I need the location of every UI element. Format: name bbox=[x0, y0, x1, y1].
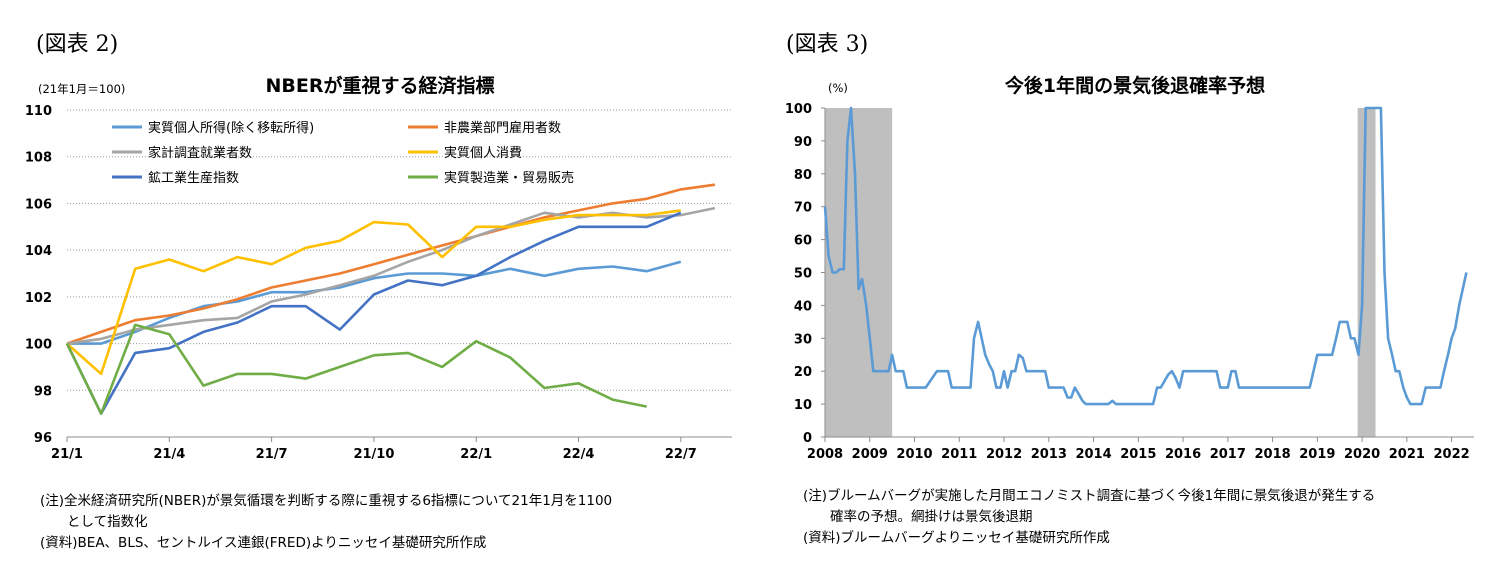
chart1-x-tick-label: 21/7 bbox=[256, 447, 288, 462]
chart1-unit-label: (21年1月＝100) bbox=[38, 82, 125, 96]
figure-2-note-line: として指数化 bbox=[40, 514, 148, 530]
chart2-x-tick-label: 2022 bbox=[1434, 447, 1470, 462]
chart2-x-tick-label: 2014 bbox=[1075, 447, 1111, 462]
chart1-legend-label: 実質製造業・貿易販売 bbox=[444, 170, 574, 186]
chart2-x-tick-label: 2015 bbox=[1120, 447, 1156, 462]
chart2-y-tick-label: 70 bbox=[794, 201, 812, 216]
chart2-x-tick-label: 2011 bbox=[941, 447, 977, 462]
chart1-legend-label: 実質個人消費 bbox=[444, 145, 522, 161]
chart1-y-tick-label: 108 bbox=[25, 151, 52, 166]
chart1-title: NBERが重視する経済指標 bbox=[266, 74, 495, 97]
chart2-x-tick-label: 2008 bbox=[807, 447, 843, 462]
chart1-series-line bbox=[66, 209, 681, 376]
chart1-x-tick-label: 21/4 bbox=[153, 447, 185, 462]
chart2-y-tick-label: 100 bbox=[785, 102, 812, 117]
chart2-x-tick-label: 2013 bbox=[1031, 447, 1067, 462]
chart2-unit-label: (%) bbox=[828, 81, 848, 95]
chart1-series-line bbox=[66, 183, 716, 345]
chart2-y-tick-label: 0 bbox=[803, 431, 812, 446]
figure-3-label: (図表 3) bbox=[786, 32, 869, 57]
chart2-y-tick-label: 10 bbox=[794, 398, 812, 413]
chart1-series-line bbox=[66, 206, 716, 345]
chart2-y-tick-label: 90 bbox=[794, 135, 812, 150]
chart2-x-tick-label: 2021 bbox=[1389, 447, 1425, 462]
chart1-y-tick-label: 106 bbox=[25, 197, 52, 212]
chart2-y-tick-label: 40 bbox=[794, 299, 812, 314]
chart1-y-tick-label: 100 bbox=[25, 338, 52, 353]
chart2-x-tick-label: 2010 bbox=[896, 447, 932, 462]
chart2-title: 今後1年間の景気後退確率予想 bbox=[1004, 74, 1265, 97]
chart2-recession-shading bbox=[1357, 108, 1376, 437]
chart1-legend-label: 非農業部門雇用者数 bbox=[444, 120, 561, 136]
chart1-legend-label: 家計調査就業者数 bbox=[148, 145, 252, 161]
figure-2-note-line: (注)全米経済研究所(NBER)が景気循環を判断する際に重視する6指標について2… bbox=[40, 493, 613, 509]
chart2-x-tick-label: 2009 bbox=[852, 447, 888, 462]
chart2-x-tick-label: 2012 bbox=[986, 447, 1022, 462]
chart1-x-tick-label: 22/4 bbox=[563, 447, 595, 462]
figure-3-note-line: (注)ブルームバーグが実施した月間エコノミスト調査に基づく今後1年間に景気後退が… bbox=[803, 488, 1376, 504]
chart1-y-tick-label: 98 bbox=[34, 384, 52, 399]
figure-3-note-line: (資料)ブルームバーグよりニッセイ基礎研究所作成 bbox=[803, 530, 1110, 546]
chart1-series-line bbox=[65, 211, 682, 415]
figure-3-note-line: 確率の予想。網掛けは景気後退期 bbox=[803, 509, 1033, 525]
chart2-x-tick-label: 2019 bbox=[1299, 447, 1335, 462]
figure-2-note-line: (資料)BEA、BLS、セントルイス連銀(FRED)よりニッセイ基礎研究所作成 bbox=[40, 535, 487, 551]
figure-2-label: (図表 2) bbox=[36, 32, 119, 57]
chart2-y-tick-label: 80 bbox=[794, 168, 812, 183]
chart1-legend-label: 実質個人所得(除く移転所得) bbox=[148, 120, 314, 136]
chart1-legend-label: 鉱工業生産指数 bbox=[148, 170, 239, 186]
chart1-x-tick-label: 22/7 bbox=[665, 447, 697, 462]
chart1-series-line bbox=[65, 323, 647, 415]
chart1-y-tick-label: 96 bbox=[34, 431, 52, 446]
chart1-y-tick-label: 110 bbox=[25, 104, 52, 119]
chart1-x-tick-label: 21/1 bbox=[51, 447, 83, 462]
chart1-series-line bbox=[67, 260, 682, 345]
figure-3-notes: (注)ブルームバーグが実施した月間エコノミスト調査に基づく今後1年間に景気後退が… bbox=[803, 486, 1375, 549]
chart1-x-tick-label: 22/1 bbox=[460, 447, 492, 462]
figure-2-notes: (注)全米経済研究所(NBER)が景気循環を判断する際に重視する6指標について2… bbox=[40, 491, 612, 554]
chart-nber-indicators: (21年1月＝100) NBERが重視する経済指標 96 98 100 102 104 1… bbox=[25, 74, 732, 462]
chart2-y-tick-label: 20 bbox=[794, 365, 812, 380]
chart1-x-tick-label: 21/10 bbox=[353, 447, 394, 462]
chart2-y-tick-label: 30 bbox=[794, 332, 812, 347]
chart2-y-tick-label: 60 bbox=[794, 234, 812, 249]
chart2-x-tick-label: 2020 bbox=[1344, 447, 1380, 462]
chart2-x-tick-label: 2018 bbox=[1254, 447, 1290, 462]
chart2-x-tick-label: 2016 bbox=[1165, 447, 1201, 462]
chart1-y-tick-label: 102 bbox=[25, 291, 52, 306]
chart2-series-line bbox=[823, 106, 1468, 406]
chart2-y-tick-label: 50 bbox=[794, 267, 812, 282]
chart-recession-probability: (%) 今後1年間の景気後退確率予想 0 10 20 30 40 50 60 70 80 90 10… bbox=[785, 74, 1474, 462]
chart1-y-tick-label: 104 bbox=[25, 244, 52, 259]
chart2-x-tick-label: 2017 bbox=[1210, 447, 1246, 462]
